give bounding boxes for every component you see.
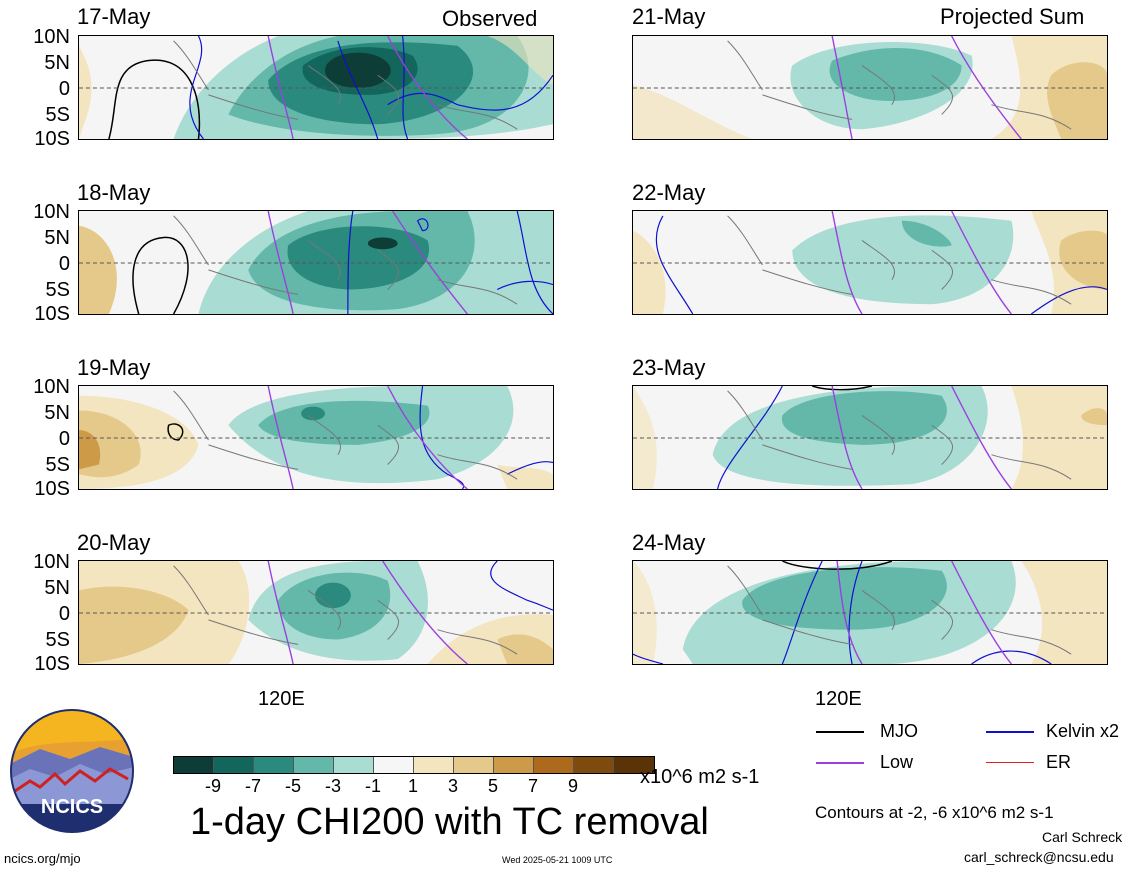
logo-icon: NCICS: [10, 709, 134, 833]
map-panel-22-may: [632, 210, 1108, 315]
lat-label: 5N: [44, 577, 70, 599]
author-email[interactable]: carl_schreck@ncsu.edu: [964, 849, 1114, 865]
lat-label: 0: [58, 428, 70, 450]
panel-date-19-may: 19-May: [77, 355, 151, 380]
chi200-field-21-may: [633, 36, 1107, 139]
author: Carl Schreck: [1042, 829, 1123, 845]
chi200-field-20-may: [79, 561, 553, 664]
lat-label: 5N: [44, 402, 70, 424]
colorbar-tick-label: -3: [324, 776, 341, 796]
colorbar-tick-label: -7: [244, 776, 261, 796]
colorbar-tick-label: 3: [447, 776, 458, 796]
colorbar-swatch: [214, 757, 254, 773]
panel-date-24-may: 24-May: [632, 530, 706, 555]
panel-date-21-may: 21-May: [632, 4, 706, 29]
logo-text: NCICS: [41, 796, 103, 818]
timestamp: Wed 2025-05-21 1009 UTC: [502, 855, 613, 865]
chi200-field-18-may: [79, 211, 553, 314]
colorbar-swatch: [614, 757, 654, 773]
lat-label: 5N: [44, 52, 70, 74]
legend-mjo-swatch: [816, 731, 864, 733]
lat-label: 0: [58, 78, 70, 100]
lat-label: 0: [58, 603, 70, 625]
lat-label: 5S: [45, 454, 70, 476]
map-panel-24-may: [632, 560, 1108, 665]
colorbar-swatch: [254, 757, 294, 773]
legend-low-swatch: [816, 762, 864, 764]
lon-label-right: 120E: [815, 688, 862, 710]
panel-date-17-may: 17-May: [77, 4, 151, 29]
legend-er-label: ER: [1046, 752, 1072, 772]
legend-kelvin-swatch: [986, 731, 1034, 733]
lat-label: 5S: [45, 279, 70, 301]
colorbar-swatch: [414, 757, 454, 773]
legend-low-label: Low: [880, 752, 914, 772]
lat-label: 10N: [33, 201, 70, 223]
colorbar-swatch: [534, 757, 574, 773]
map-panel-23-may: [632, 385, 1108, 490]
colorbar-swatch: [374, 757, 414, 773]
chi200-field-17-may: [79, 36, 553, 139]
panel-date-20-may: 20-May: [77, 530, 151, 555]
lat-label: 10S: [34, 653, 70, 675]
colorbar-tick-label: -1: [364, 776, 381, 796]
lat-label: 0: [58, 253, 70, 275]
map-panel-18-may: [78, 210, 554, 315]
lat-label: 10S: [34, 128, 70, 150]
observed-label: Observed: [442, 6, 538, 31]
ncics-logo: NCICS: [10, 709, 134, 833]
legend-kelvin-label: Kelvin x2: [1046, 721, 1120, 741]
colorbar-swatch: [174, 757, 214, 773]
lat-label: 5S: [45, 104, 70, 126]
chi200-field-22-may: [633, 211, 1107, 314]
map-panel-19-may: [78, 385, 554, 490]
map-panel-20-may: [78, 560, 554, 665]
figure-title: 1-day CHI200 with TC removal: [190, 801, 709, 843]
contour-note: Contours at -2, -6 x10^6 m2 s-1: [815, 803, 1054, 822]
colorbar-swatch: [454, 757, 494, 773]
lat-label: 10S: [34, 478, 70, 500]
lat-label: 10N: [33, 376, 70, 398]
colorbar-swatch: [574, 757, 614, 773]
lat-label: 10N: [33, 26, 70, 48]
panel-date-18-may: 18-May: [77, 180, 151, 205]
panel-date-23-may: 23-May: [632, 355, 706, 380]
colorbar-swatch: [494, 757, 534, 773]
colorbar-units: x10^6 m2 s-1: [640, 766, 760, 788]
lat-label: 5N: [44, 227, 70, 249]
colorbar-tick-label: 1: [407, 776, 418, 796]
colorbar-tick-label: -9: [204, 776, 221, 796]
site-link[interactable]: ncics.org/mjo: [4, 851, 81, 866]
legend-er-swatch: [986, 762, 1034, 763]
colorbar-tick-label: -5: [284, 776, 301, 796]
colorbar: [173, 756, 655, 774]
panel-date-22-may: 22-May: [632, 180, 706, 205]
colorbar-swatch: [294, 757, 334, 773]
lat-label: 10N: [33, 551, 70, 573]
colorbar-swatch: [334, 757, 374, 773]
map-panel-21-may: [632, 35, 1108, 140]
lat-label: 5S: [45, 629, 70, 651]
projected-label: Projected Sum: [940, 4, 1085, 29]
chi200-field-24-may: [633, 561, 1107, 664]
lon-label-left: 120E: [258, 688, 305, 710]
colorbar-tick-label: 7: [527, 776, 538, 796]
lat-label: 10S: [34, 303, 70, 325]
colorbar-tick-label: 5: [487, 776, 498, 796]
chi200-field-19-may: [79, 386, 553, 489]
chi200-field-23-may: [633, 386, 1107, 489]
legend-mjo-label: MJO: [880, 721, 918, 741]
map-panel-17-may: [78, 35, 554, 140]
colorbar-tick-label: 9: [567, 776, 578, 796]
